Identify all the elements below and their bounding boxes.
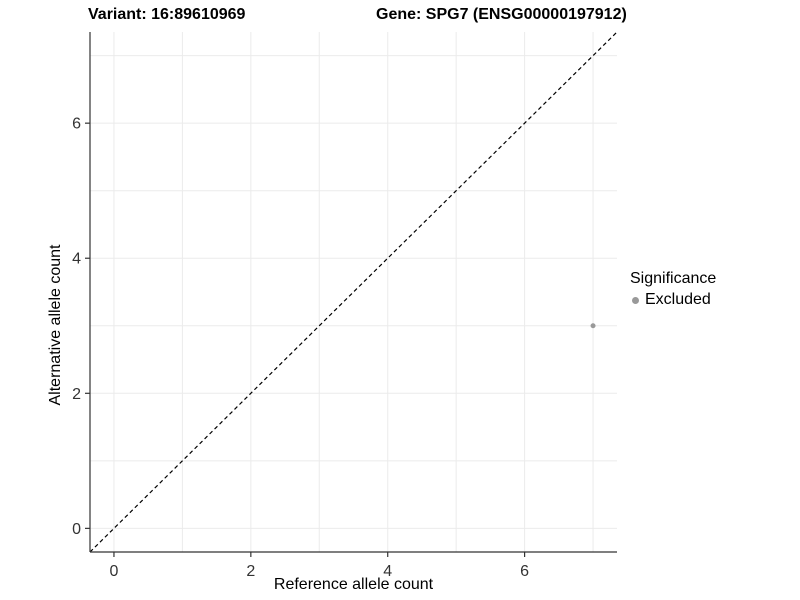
- legend: Significance Excluded: [630, 270, 716, 309]
- legend-item-excluded: Excluded: [630, 291, 716, 309]
- y-tick-label: 6: [72, 116, 81, 133]
- x-tick-label: 2: [246, 563, 255, 580]
- y-tick-label: 2: [72, 386, 81, 403]
- y-tick-label: 4: [72, 251, 81, 268]
- x-axis-title: Reference allele count: [273, 576, 434, 593]
- x-tick-label: 4: [383, 563, 392, 580]
- y-tick-label: 0: [72, 521, 81, 538]
- y-axis-title: Alternative allele count: [47, 244, 64, 406]
- x-tick-label: 6: [520, 563, 529, 580]
- variant-title: Variant: 16:89610969: [88, 6, 246, 23]
- legend-title: Significance: [630, 270, 717, 287]
- identity-line: [89, 31, 618, 553]
- data-point-excluded: [590, 323, 596, 329]
- excluded-point-icon: [632, 296, 639, 304]
- x-tick-label: 0: [110, 563, 119, 580]
- legend-item-label: Excluded: [645, 291, 711, 308]
- gene-title: Gene: SPG7 (ENSG00000197912): [376, 6, 627, 23]
